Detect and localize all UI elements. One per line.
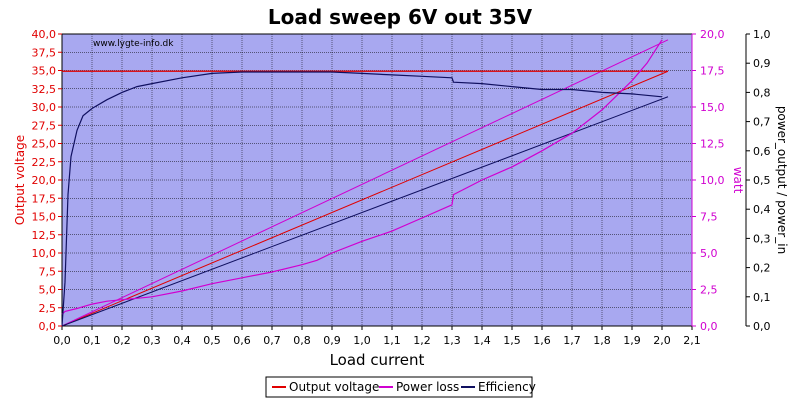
- x-tick-label: 1,1: [383, 334, 401, 347]
- x-tick-label: 1,5: [503, 334, 521, 347]
- left-tick-label: 40,0: [32, 28, 57, 41]
- x-tick-label: 2,0: [653, 334, 671, 347]
- efficiency-tick-label: 0,4: [753, 203, 771, 216]
- right-efficiency-axis-title: power_output / power_in: [775, 106, 789, 254]
- x-axis-title: Load current: [330, 351, 425, 369]
- legend: Output voltage Power loss Efficiency: [265, 376, 536, 398]
- watt-tick-label: 5,0: [700, 247, 718, 260]
- left-tick-label: 7,5: [39, 265, 57, 278]
- watt-tick-label: 10,0: [700, 174, 725, 187]
- left-tick-label: 37,5: [32, 46, 57, 59]
- right-watt-axis-title: watt: [731, 167, 745, 194]
- x-tick-label: 1,6: [533, 334, 551, 347]
- left-tick-label: 0,0: [39, 320, 57, 333]
- left-tick-label: 32,5: [32, 83, 57, 96]
- right-watt-axis-ticks: 0,0 2,5 5,0 7,5 10,0 12,5 15,0 17,5 20,0: [692, 28, 725, 333]
- legend-label-voltage: Output voltage: [289, 380, 379, 394]
- series-efficiency: [61, 71, 663, 327]
- x-axis-ticks: 0,0 0,1 0,2 0,3 0,4 0,5 0,6 0,7 0,8 0,9 1,0 1,1 1,2 1…: [53, 326, 701, 347]
- efficiency-tick-label: 0,0: [753, 320, 771, 333]
- efficiency-tick-label: 0,2: [753, 262, 771, 275]
- left-axis-ticks: 0,0 2,5 5,0 7,5 10,0 12,5 15,0 17,5 20,0 22,5 25,0…: [32, 28, 62, 333]
- reference-line: [61, 39, 669, 327]
- x-tick-label: 1,3: [443, 334, 461, 347]
- x-tick-label: 0,0: [53, 334, 71, 347]
- x-tick-label: 0,7: [263, 334, 281, 347]
- x-tick-label: 1,0: [353, 334, 371, 347]
- series-layer: [61, 39, 669, 327]
- x-tick-label: 1,7: [563, 334, 581, 347]
- x-tick-label: 0,4: [173, 334, 191, 347]
- left-tick-label: 27,5: [32, 119, 57, 132]
- watt-tick-label: 0,0: [700, 320, 718, 333]
- left-tick-label: 35,0: [32, 65, 57, 78]
- legend-box: [265, 376, 533, 398]
- watt-tick-label: 17,5: [700, 65, 725, 78]
- watt-tick-label: 12,5: [700, 138, 725, 151]
- efficiency-tick-label: 0,8: [753, 86, 771, 99]
- x-tick-label: 1,4: [473, 334, 491, 347]
- left-tick-label: 17,5: [32, 192, 57, 205]
- watt-tick-label: 15,0: [700, 101, 725, 114]
- x-tick-label: 0,3: [143, 334, 161, 347]
- efficiency-tick-label: 0,5: [753, 174, 771, 187]
- right-efficiency-axis-ticks: 0,0 0,1 0,2 0,3 0,4 0,5 0,6 0,7 0,8 0,9 1,0: [746, 28, 771, 333]
- left-tick-label: 12,5: [32, 229, 57, 242]
- x-tick-label: 0,5: [203, 334, 221, 347]
- watt-tick-label: 7,5: [700, 211, 718, 224]
- series-power-loss: [61, 39, 663, 315]
- x-tick-label: 1,2: [413, 334, 431, 347]
- x-tick-label: 0,8: [293, 334, 311, 347]
- x-tick-label: 0,2: [113, 334, 131, 347]
- left-tick-label: 20,0: [32, 174, 57, 187]
- x-tick-label: 0,1: [83, 334, 101, 347]
- efficiency-tick-label: 0,1: [753, 291, 771, 304]
- left-tick-label: 30,0: [32, 101, 57, 114]
- efficiency-tick-label: 0,3: [753, 232, 771, 245]
- legend-label-power-loss: Power loss: [396, 380, 459, 394]
- x-tick-label: 2,1: [683, 334, 701, 347]
- left-tick-label: 25,0: [32, 138, 57, 151]
- left-tick-label: 15,0: [32, 211, 57, 224]
- left-tick-label: 10,0: [32, 247, 57, 260]
- legend-label-efficiency: Efficiency: [478, 380, 536, 394]
- efficiency-tick-label: 1,0: [753, 28, 771, 41]
- efficiency-tick-label: 0,6: [753, 145, 771, 158]
- x-tick-label: 1,8: [593, 334, 611, 347]
- watt-tick-label: 20,0: [700, 28, 725, 41]
- chart-title: Load sweep 6V out 35V: [268, 5, 533, 29]
- watt-tick-label: 2,5: [700, 284, 718, 297]
- reference-line: [61, 70, 669, 327]
- x-tick-label: 0,9: [323, 334, 341, 347]
- watermark: www.lygte-info.dk: [93, 39, 174, 49]
- x-tick-label: 1,9: [623, 334, 641, 347]
- left-tick-label: 22,5: [32, 156, 57, 169]
- left-tick-label: 5,0: [39, 284, 57, 297]
- left-tick-label: 2,5: [39, 302, 57, 315]
- reference-line: [61, 96, 669, 327]
- x-tick-label: 0,6: [233, 334, 251, 347]
- efficiency-tick-label: 0,9: [753, 57, 771, 70]
- efficiency-tick-label: 0,7: [753, 116, 771, 129]
- left-axis-title: Output voltage: [13, 135, 27, 225]
